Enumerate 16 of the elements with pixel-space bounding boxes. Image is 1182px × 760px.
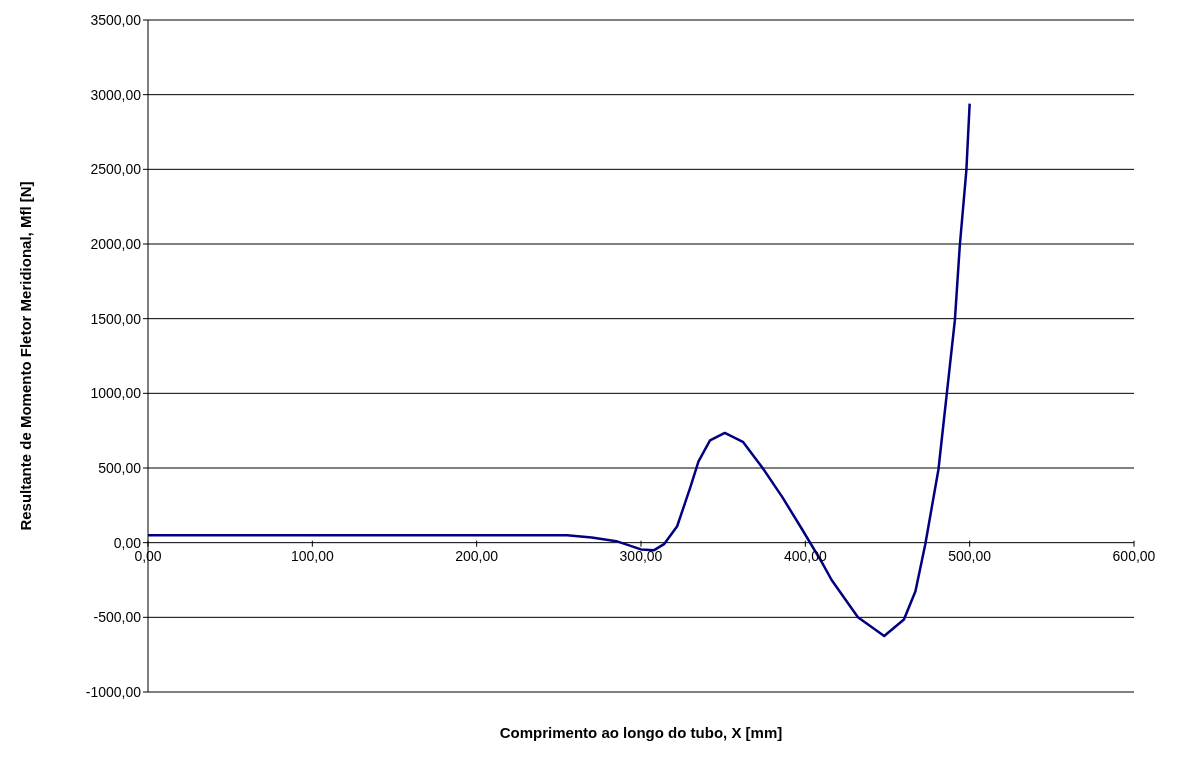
y-axis-title: Resultante de Momento Fletor Meridional, Mfl [N]	[17, 181, 35, 531]
y-tick-label: 3000,00	[90, 86, 142, 103]
x-tick-label: 200,00	[455, 547, 499, 564]
x-tick-label: 300,00	[619, 547, 663, 564]
y-tick-label: 1000,00	[90, 385, 142, 402]
x-axis-title: Comprimento ao longo do tubo, X [mm]	[499, 724, 783, 741]
y-tick-label: 1500,00	[90, 310, 142, 327]
y-tick-label: 2500,00	[90, 161, 142, 178]
y-tick-label: 3500,00	[90, 11, 142, 28]
x-tick-label: 100,00	[290, 547, 334, 564]
x-tick-label: 600,00	[1112, 547, 1156, 564]
y-tick-label: -500,00	[93, 609, 142, 626]
x-tick-label: 500,00	[948, 547, 992, 564]
y-tick-label: 500,00	[98, 459, 142, 476]
y-tick-label: 2000,00	[90, 235, 142, 252]
y-tick-label: -1000,00	[85, 683, 142, 700]
